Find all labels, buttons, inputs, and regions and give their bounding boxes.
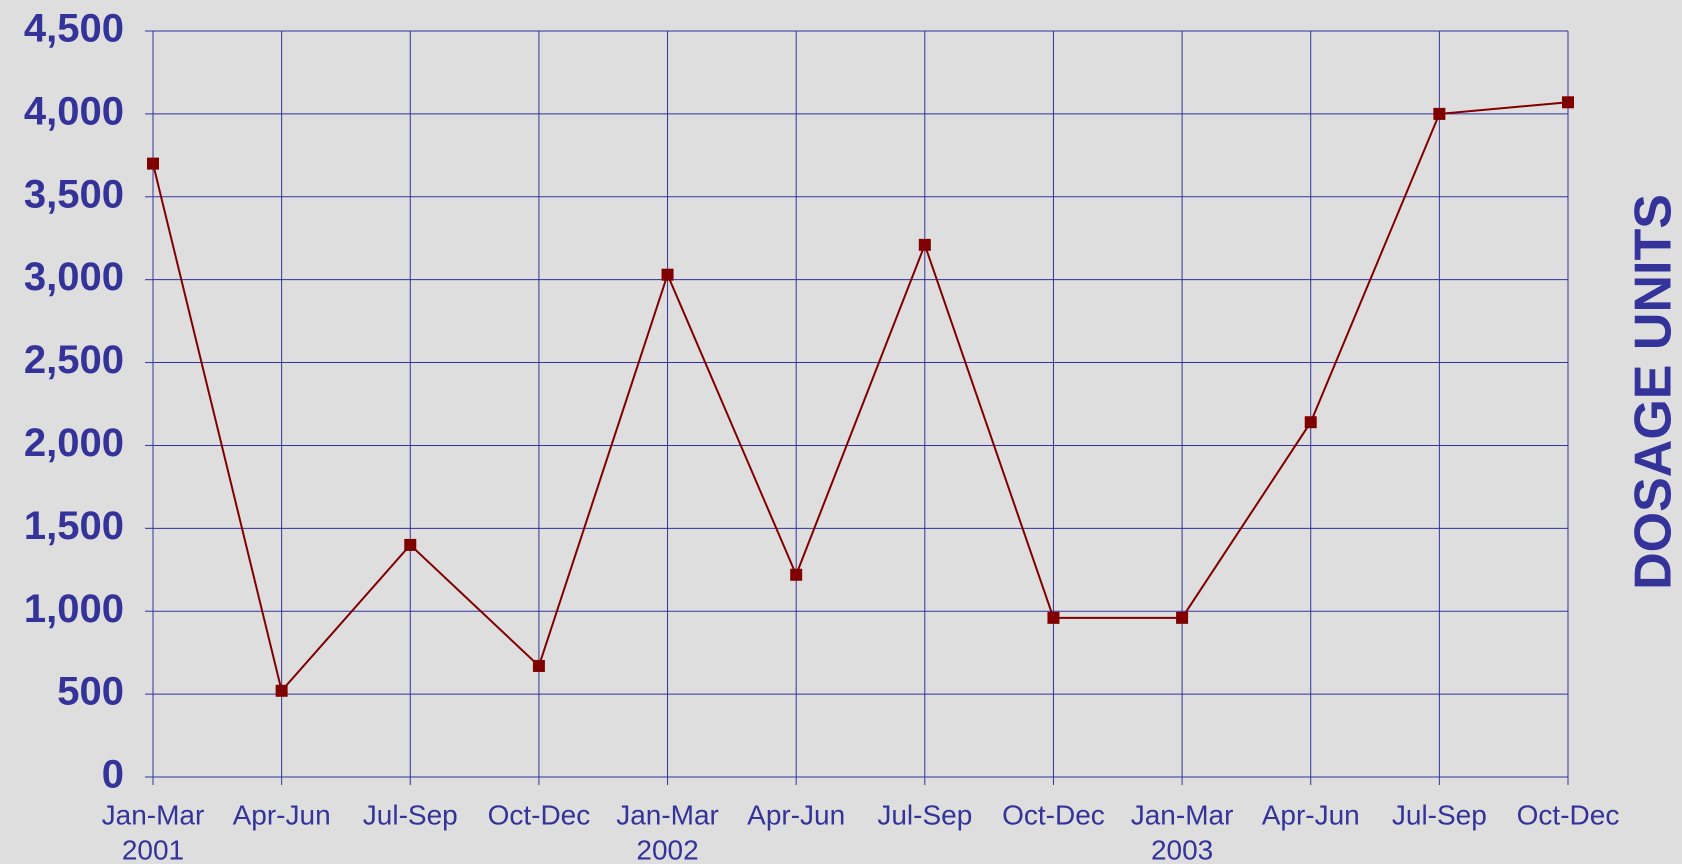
marker	[918, 238, 931, 251]
y-tick-label: 500	[57, 670, 124, 714]
x-tick-label: Oct-Dec	[488, 799, 591, 830]
x-tick-label: Jan-Mar	[1131, 799, 1234, 830]
y-tick-label: 2,500	[24, 338, 124, 382]
x-group-label: 2001	[122, 834, 184, 864]
x-group-label: 2002	[636, 834, 698, 864]
y-tick-label: 3,500	[24, 172, 124, 216]
marker	[1433, 107, 1446, 120]
marker	[661, 268, 674, 281]
marker	[1047, 611, 1060, 624]
y-tick-label: 3,000	[24, 255, 124, 299]
marker	[1562, 96, 1574, 109]
y-tick-label: 0	[102, 753, 124, 797]
x-tick-label: Jul-Sep	[363, 799, 458, 830]
y-tick-label: 1,000	[24, 587, 124, 631]
y-tick-label: 4,000	[24, 89, 124, 133]
x-tick-label: Jan-Mar	[616, 799, 719, 830]
marker	[147, 157, 159, 170]
x-tick-label: Apr-Jun	[233, 799, 331, 830]
marker	[404, 538, 417, 551]
marker	[790, 568, 803, 581]
y-tick-label: 4,500	[24, 7, 124, 51]
marker	[275, 684, 288, 697]
x-tick-label: Apr-Jun	[747, 799, 845, 830]
marker	[1176, 611, 1189, 624]
x-tick-label: Oct-Dec	[1002, 799, 1105, 830]
y-tick-label: 1,500	[24, 504, 124, 548]
line	[152, 101, 1569, 693]
marker	[532, 659, 545, 672]
marker	[1304, 416, 1317, 429]
y-axis-title: DOSAGE UNITS	[1625, 194, 1682, 590]
x-tick-label: Jul-Sep	[877, 799, 972, 830]
x-tick-label: Jul-Sep	[1392, 799, 1487, 830]
x-tick-label: Apr-Jun	[1262, 799, 1360, 830]
x-tick-label: Jan-Mar	[102, 799, 205, 830]
y-tick-label: 2,000	[24, 421, 124, 465]
x-group-label: 2003	[1151, 834, 1213, 864]
x-tick-label: Oct-Dec	[1517, 799, 1620, 830]
